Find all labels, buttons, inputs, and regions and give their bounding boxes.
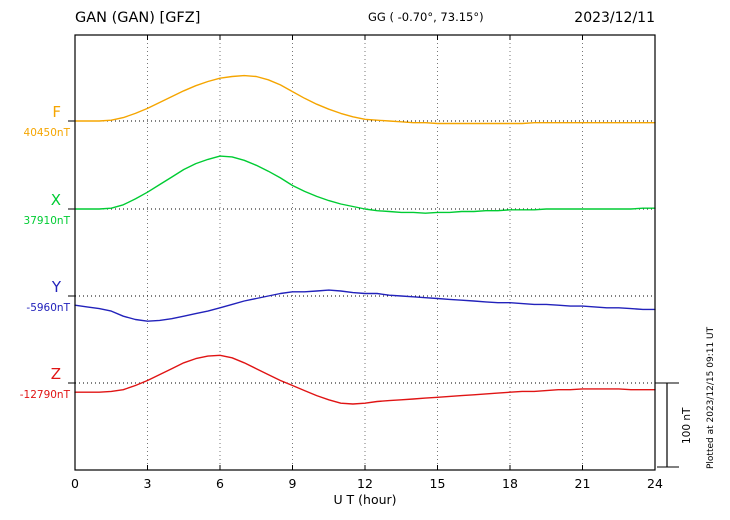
plotted-at-note: Plotted at 2023/12/15 09:11 UT xyxy=(706,326,716,469)
series-baseline-value-F: 40450nT xyxy=(24,127,71,139)
chart-layer: 0 3 6 9 12 15 18 21 24 F 40450nT X 37910nT Y -5960nT Z -… xyxy=(20,34,679,491)
geo-coordinates: GG ( -0.70°, 73.15°) xyxy=(368,10,484,24)
series-baseline-value-X: 37910nT xyxy=(24,215,71,227)
series-label-Z: Z xyxy=(51,365,61,383)
x-tick-label-3: 3 xyxy=(144,476,152,491)
x-axis-label: U T (hour) xyxy=(333,492,396,507)
x-tick-label-0: 0 xyxy=(71,476,79,491)
plot-border xyxy=(74,34,656,471)
series-label-X: X xyxy=(51,191,61,209)
series-label-Y: Y xyxy=(51,278,62,296)
station-title: GAN (GAN) [GFZ] xyxy=(75,10,200,26)
x-tick-label-12: 12 xyxy=(357,476,373,491)
series-line-Y xyxy=(74,289,656,322)
x-tick-label-18: 18 xyxy=(502,476,518,491)
x-tick-label-6: 6 xyxy=(216,476,224,491)
series-baseline-value-Z: -12790nT xyxy=(20,389,71,401)
scale-bar-label: 100 nT xyxy=(681,407,693,444)
series-label-F: F xyxy=(52,103,61,121)
plot-date: 2023/12/11 xyxy=(574,10,655,26)
series-baseline-value-Y: -5960nT xyxy=(26,302,70,314)
x-tick-label-15: 15 xyxy=(430,476,446,491)
x-tick-label-24: 24 xyxy=(647,476,663,491)
series-line-Z xyxy=(74,354,656,405)
series-line-F xyxy=(74,74,656,125)
x-tick-label-9: 9 xyxy=(289,476,297,491)
series-line-X xyxy=(74,155,656,214)
x-tick-label-21: 21 xyxy=(575,476,591,491)
